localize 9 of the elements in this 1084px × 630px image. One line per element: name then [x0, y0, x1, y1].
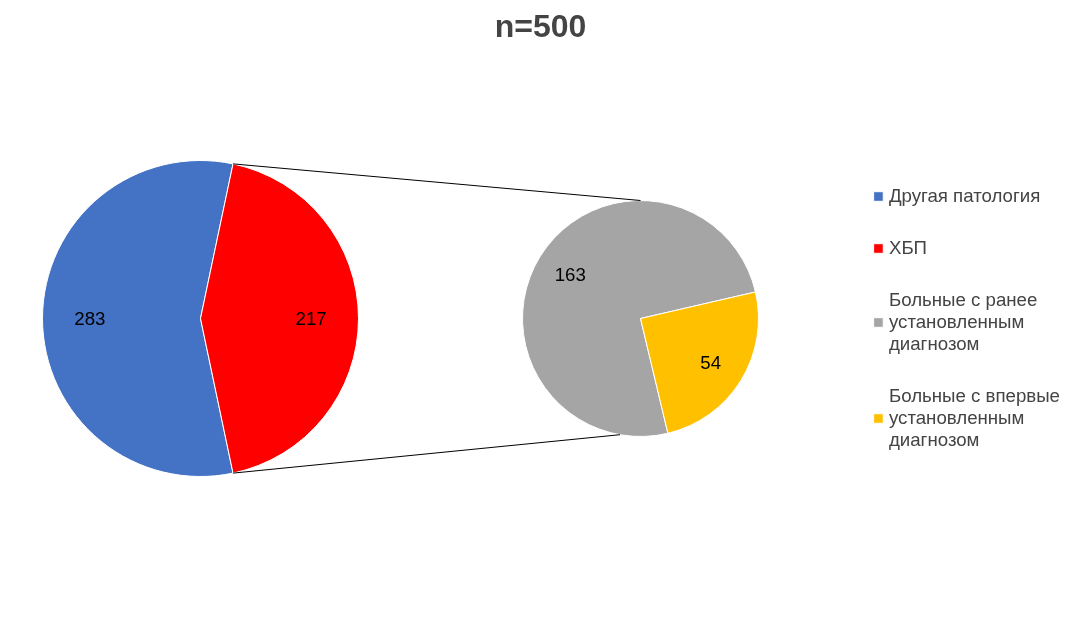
legend-label: Другая патология [888, 185, 1041, 207]
data-label: 283 [74, 308, 106, 329]
chart-title: n=500 [494, 7, 587, 44]
legend-label: Больные с впервые установленным диагнозом [888, 385, 1060, 451]
data-label: 54 [700, 351, 722, 373]
legend-label: ХБП [888, 237, 928, 259]
data-label: 217 [295, 308, 327, 329]
data-label: 163 [554, 264, 586, 286]
legend-label: Больные с ранее установленным диагнозом [888, 289, 1038, 355]
